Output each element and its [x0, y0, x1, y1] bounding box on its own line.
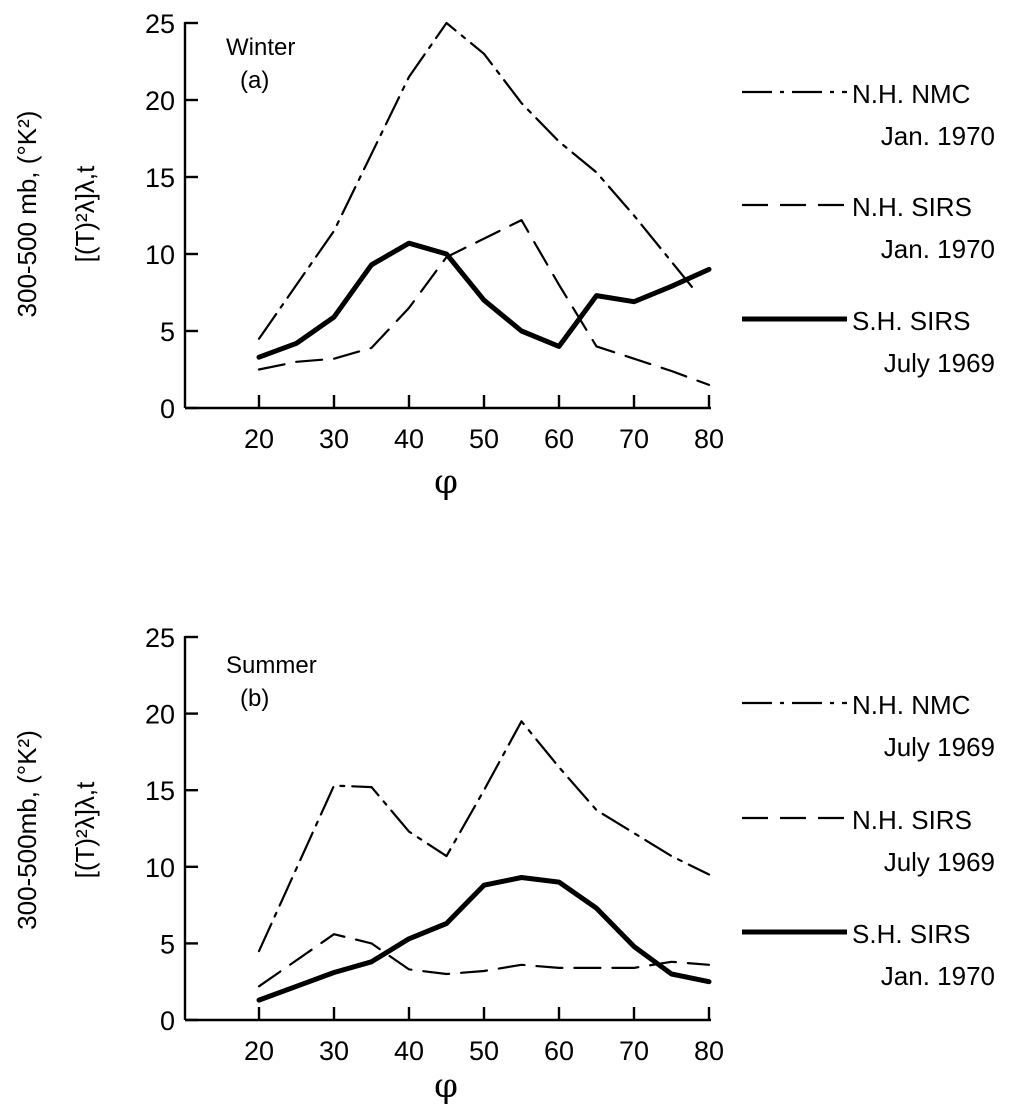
panel-b-x-tick-label: 30 [319, 1036, 349, 1066]
panel-a-title: Winter [226, 34, 295, 61]
panel-b-legend-sublabel: July 1969 [884, 847, 995, 877]
panel-b-x-tick-label: 20 [244, 1036, 274, 1066]
panel-a-y-tick-label: 25 [145, 9, 175, 39]
panel-a-y-tick-label: 15 [145, 163, 175, 193]
panel-b-y-tick-label: 20 [145, 700, 175, 730]
panel-b-y-tick-label: 5 [160, 929, 175, 959]
panel-a-legend-sublabel: Jan. 1970 [881, 121, 995, 151]
panel-b-y-tick-label: 10 [145, 853, 175, 883]
panel-a-y-label: 300-500 mb, (°K²) [12, 111, 42, 318]
panel-b-title: Summer [226, 652, 317, 679]
panel-a-label: (a) [240, 67, 269, 94]
panel-b-y-tick-label: 15 [145, 776, 175, 806]
panel-b-y-label-formula: [(T)²λ]λ,t [70, 781, 100, 879]
panel-b-x-tick-label: 50 [469, 1036, 499, 1066]
panel-a-y-tick-label: 0 [160, 394, 175, 424]
panel-b-y-label: 300-500mb, (°K²) [12, 730, 42, 930]
panel-a-y-label-formula: [(T)²λ]λ,t [70, 165, 100, 263]
panel-a-series-n-h-nmcline [257, 21, 696, 340]
panel-b-y-tick-label: 0 [160, 1006, 175, 1036]
panel-b-x-tick-label: 40 [394, 1036, 424, 1066]
panel-b-series-n-h-nmcline [257, 720, 711, 953]
panel-b-series-s-h-sirsline [256, 875, 712, 1003]
panel-a-legend-sublabel: July 1969 [884, 348, 995, 378]
panel-a-x-tick-label: 20 [244, 424, 274, 454]
panel-b-series-n-h-sirsline [257, 933, 711, 988]
panel-b-legend-sublabel: Jan. 1970 [881, 961, 995, 991]
panel-b-label: (b) [240, 685, 269, 712]
panel-b-x-label: φ [434, 1066, 458, 1105]
panel-a-series-s-h-sirsline [256, 240, 712, 360]
panel-b-x-tick-label: 70 [619, 1036, 649, 1066]
panel-a-x-tick-label: 40 [394, 424, 424, 454]
panel-b-legend-label: N.H. NMC [852, 690, 970, 720]
panel-a-y-tick-label: 20 [145, 86, 175, 116]
panel-a-y-tick-label: 10 [145, 240, 175, 270]
panel-b-legend-sublabel: July 1969 [884, 732, 995, 762]
panel-a-legend-sublabel: Jan. 1970 [881, 234, 995, 264]
panel-b-x-tick-label: 80 [694, 1036, 724, 1066]
panel-a-x-tick-label: 30 [319, 424, 349, 454]
panel-a-x-tick-label: 50 [469, 424, 499, 454]
panel-a-x-tick-label: 80 [694, 424, 724, 454]
panel-b-legend-label: S.H. SIRS [852, 919, 970, 949]
panel-a-x-tick-label: 60 [544, 424, 574, 454]
panel-a-y-tick-label: 5 [160, 317, 175, 347]
panel-b-x-tick-label: 60 [544, 1036, 574, 1066]
panel-a-legend-label: N.H. NMC [852, 79, 970, 109]
panel-a-legend-label: S.H. SIRS [852, 306, 970, 336]
panel-a-x-label: φ [434, 462, 458, 502]
panel-a-x-tick-label: 70 [619, 424, 649, 454]
panel-a-legend-label: N.H. SIRS [852, 192, 972, 222]
panel-b-y-tick-label: 25 [145, 623, 175, 653]
panel-a-series-n-h-sirsline [257, 219, 711, 386]
panel-b-legend-label: N.H. SIRS [852, 805, 972, 835]
